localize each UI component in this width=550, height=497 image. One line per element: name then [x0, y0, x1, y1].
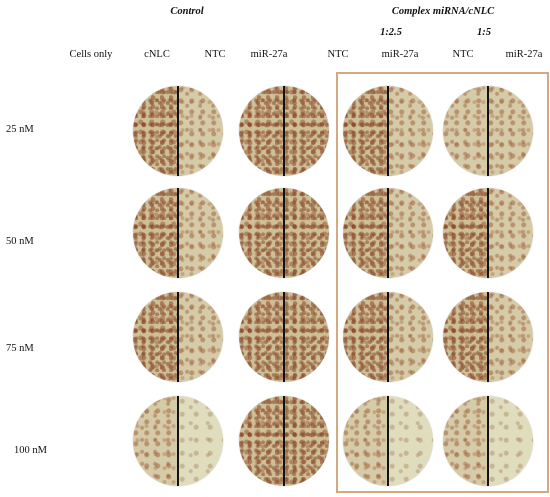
- well-50nm-ratio-2: [443, 188, 533, 278]
- well-100nm-cnlc-ntc: [133, 396, 223, 486]
- column-header-mir27a-ratio-2: miR-27a: [505, 49, 543, 60]
- column-header-mir27a-ratio-1: miR-27a: [381, 49, 419, 60]
- complex-highlight-frame: [336, 72, 549, 493]
- well-75nm-control-mir27a: [239, 292, 329, 382]
- row-label-75nm: 75 nM: [6, 343, 34, 354]
- well-75nm-cnlc-ntc: [133, 292, 223, 382]
- well-100nm-control-mir27a: [239, 396, 329, 486]
- control-header: Control: [170, 6, 204, 17]
- row-label-100nm: 100 nM: [14, 445, 47, 456]
- well-25nm-control-mir27a: [239, 86, 329, 176]
- complex-header: Complex miRNA/cNLC: [391, 6, 495, 17]
- well-75nm-ratio-2: [443, 292, 533, 382]
- well-50nm-control-mir27a: [239, 188, 329, 278]
- well-75nm-ratio-1: [343, 292, 433, 382]
- column-header-cells-only: Cells only: [69, 49, 113, 60]
- ratio-1-2-5-header: 1:2.5: [380, 27, 402, 38]
- column-header-ntc-ratio-2: NTC: [452, 49, 474, 60]
- well-100nm-ratio-2: [443, 396, 533, 486]
- well-25nm-ratio-1: [343, 86, 433, 176]
- well-50nm-cnlc-ntc: [133, 188, 223, 278]
- well-100nm-ratio-1: [343, 396, 433, 486]
- well-50nm-ratio-1: [343, 188, 433, 278]
- column-header-mir27a-control: miR-27a: [250, 49, 288, 60]
- column-header-ntc-ratio-1: NTC: [327, 49, 349, 60]
- well-25nm-ratio-2: [443, 86, 533, 176]
- column-header-ntc-control: NTC: [204, 49, 226, 60]
- ratio-1-5-header: 1:5: [477, 27, 491, 38]
- well-25nm-cnlc-ntc: [133, 86, 223, 176]
- row-label-50nm: 50 nM: [6, 236, 34, 247]
- column-header-cnlc: cNLC: [144, 49, 170, 60]
- row-label-25nm: 25 nM: [6, 124, 34, 135]
